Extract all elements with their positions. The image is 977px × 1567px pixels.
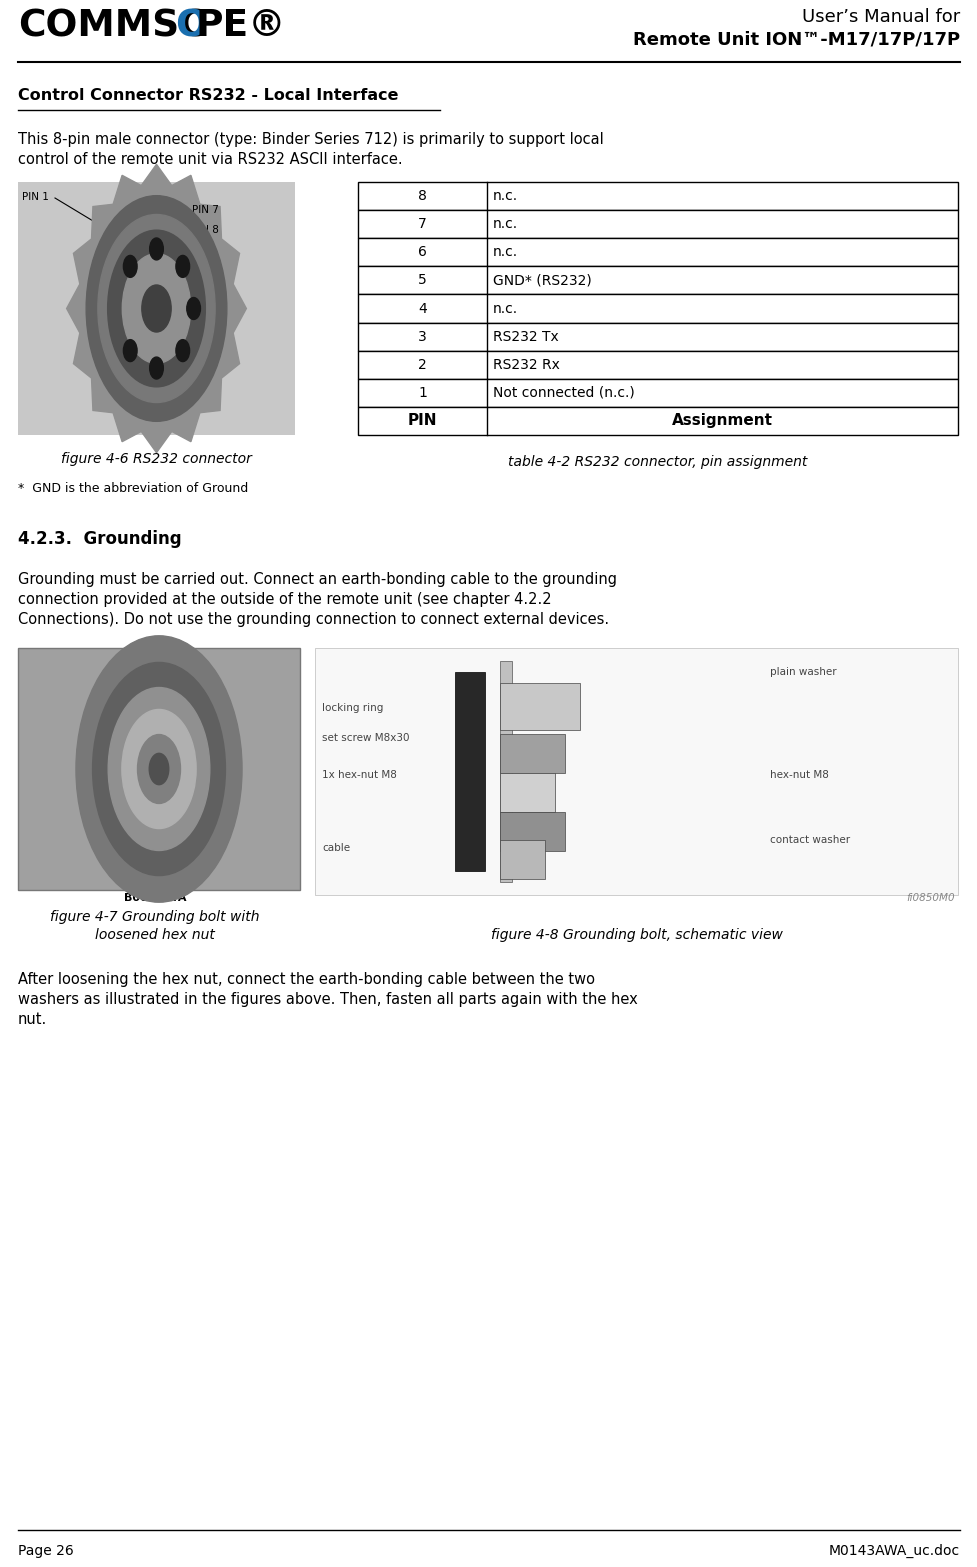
Circle shape — [76, 636, 242, 903]
Text: plain washer: plain washer — [770, 668, 836, 677]
Circle shape — [149, 754, 169, 785]
Text: COMMSC: COMMSC — [18, 8, 207, 44]
Text: PIN 8: PIN 8 — [192, 226, 219, 235]
Text: Grounding must be carried out. Connect an earth-bonding cable to the grounding: Grounding must be carried out. Connect a… — [18, 572, 617, 588]
Text: PE®: PE® — [196, 8, 286, 44]
Text: figure 4-8 Grounding bolt, schematic view: figure 4-8 Grounding bolt, schematic vie… — [490, 928, 783, 942]
Bar — [358, 210, 958, 238]
Bar — [18, 182, 295, 436]
Text: contact washer: contact washer — [770, 835, 850, 845]
Circle shape — [122, 710, 196, 829]
Text: Assignment: Assignment — [672, 414, 773, 428]
Text: Remote Unit ION™-M17/17P/17P: Remote Unit ION™-M17/17P/17P — [633, 30, 960, 49]
Text: n.c.: n.c. — [493, 218, 518, 232]
Circle shape — [176, 340, 190, 362]
Text: PIN: PIN — [407, 414, 438, 428]
Text: After loosening the hex nut, connect the earth-bonding cable between the two: After loosening the hex nut, connect the… — [18, 972, 595, 987]
Circle shape — [123, 340, 137, 362]
Bar — [500, 812, 565, 851]
Text: table 4-2 RS232 connector, pin assignment: table 4-2 RS232 connector, pin assignmen… — [508, 454, 808, 469]
Bar — [315, 649, 958, 895]
Bar — [358, 351, 958, 379]
Text: hex-nut M8: hex-nut M8 — [770, 769, 828, 780]
Bar — [455, 672, 485, 871]
Bar — [358, 379, 958, 407]
Bar — [358, 238, 958, 266]
Text: RS232 Rx: RS232 Rx — [493, 357, 560, 371]
Text: n.c.: n.c. — [493, 246, 518, 259]
Circle shape — [107, 230, 205, 387]
Text: *  GND is the abbreviation of Ground: * GND is the abbreviation of Ground — [18, 483, 248, 495]
Text: 4.2.3.  Grounding: 4.2.3. Grounding — [18, 530, 182, 548]
Text: cable: cable — [322, 843, 350, 852]
Text: PIN 7: PIN 7 — [192, 205, 219, 215]
Text: 3: 3 — [418, 329, 427, 343]
Text: Control Connector RS232 - Local Interface: Control Connector RS232 - Local Interfac… — [18, 88, 399, 103]
Text: User’s Manual for: User’s Manual for — [802, 8, 960, 27]
Text: set screw M8x30: set screw M8x30 — [322, 733, 409, 743]
Circle shape — [149, 238, 163, 260]
Text: fi0850M0: fi0850M0 — [907, 893, 955, 903]
Text: RS232 Tx: RS232 Tx — [493, 329, 559, 343]
Circle shape — [176, 255, 190, 277]
Text: n.c.: n.c. — [493, 190, 518, 204]
Text: figure 4-7 Grounding bolt with: figure 4-7 Grounding bolt with — [50, 910, 260, 925]
Bar — [18, 649, 300, 890]
Text: 2: 2 — [418, 357, 427, 371]
Bar — [358, 295, 958, 323]
Text: connection provided at the outside of the remote unit (see chapter 4.2.2: connection provided at the outside of th… — [18, 592, 552, 606]
Bar — [358, 407, 958, 436]
Bar — [358, 266, 958, 295]
Circle shape — [108, 688, 210, 851]
Polygon shape — [66, 165, 246, 453]
Bar — [500, 683, 580, 730]
Text: 7: 7 — [418, 218, 427, 232]
Text: Not connected (n.c.): Not connected (n.c.) — [493, 385, 635, 400]
Text: This 8-pin male connector (type: Binder Series 712) is primarily to support loca: This 8-pin male connector (type: Binder … — [18, 132, 604, 147]
Text: nut.: nut. — [18, 1012, 47, 1026]
Text: 5: 5 — [418, 273, 427, 287]
Circle shape — [123, 255, 137, 277]
Text: control of the remote unit via RS232 ASCII interface.: control of the remote unit via RS232 ASC… — [18, 152, 403, 168]
Circle shape — [122, 254, 191, 364]
Bar — [358, 323, 958, 351]
Text: Page 26: Page 26 — [18, 1543, 73, 1558]
Text: M0143AWA_uc.doc: M0143AWA_uc.doc — [828, 1543, 960, 1558]
Bar — [500, 733, 565, 773]
Text: n.c.: n.c. — [493, 301, 518, 315]
Text: 1x hex-nut M8: 1x hex-nut M8 — [322, 769, 397, 780]
Text: locking ring: locking ring — [322, 704, 383, 713]
Text: O: O — [175, 8, 207, 44]
Text: 1: 1 — [418, 385, 427, 400]
Text: Connections). Do not use the grounding connection to connect external devices.: Connections). Do not use the grounding c… — [18, 613, 609, 627]
Text: PIN 1: PIN 1 — [22, 193, 49, 202]
Text: loosened hex nut: loosened hex nut — [95, 928, 215, 942]
Text: 6: 6 — [418, 246, 427, 259]
Bar — [358, 182, 958, 210]
Circle shape — [138, 735, 181, 804]
Text: washers as illustrated in the figures above. Then, fasten all parts again with t: washers as illustrated in the figures ab… — [18, 992, 638, 1008]
Text: 8: 8 — [418, 190, 427, 204]
Circle shape — [93, 663, 226, 876]
Text: B0092ATA: B0092ATA — [124, 893, 187, 903]
Circle shape — [149, 357, 163, 379]
Text: 4: 4 — [418, 301, 427, 315]
Text: figure 4-6 RS232 connector: figure 4-6 RS232 connector — [61, 451, 251, 465]
Circle shape — [142, 285, 171, 332]
Bar — [500, 661, 512, 882]
Circle shape — [98, 215, 215, 403]
Text: GND* (RS232): GND* (RS232) — [493, 273, 592, 287]
Circle shape — [86, 196, 227, 422]
Bar — [500, 840, 545, 879]
Bar — [500, 773, 555, 812]
Circle shape — [187, 298, 200, 320]
